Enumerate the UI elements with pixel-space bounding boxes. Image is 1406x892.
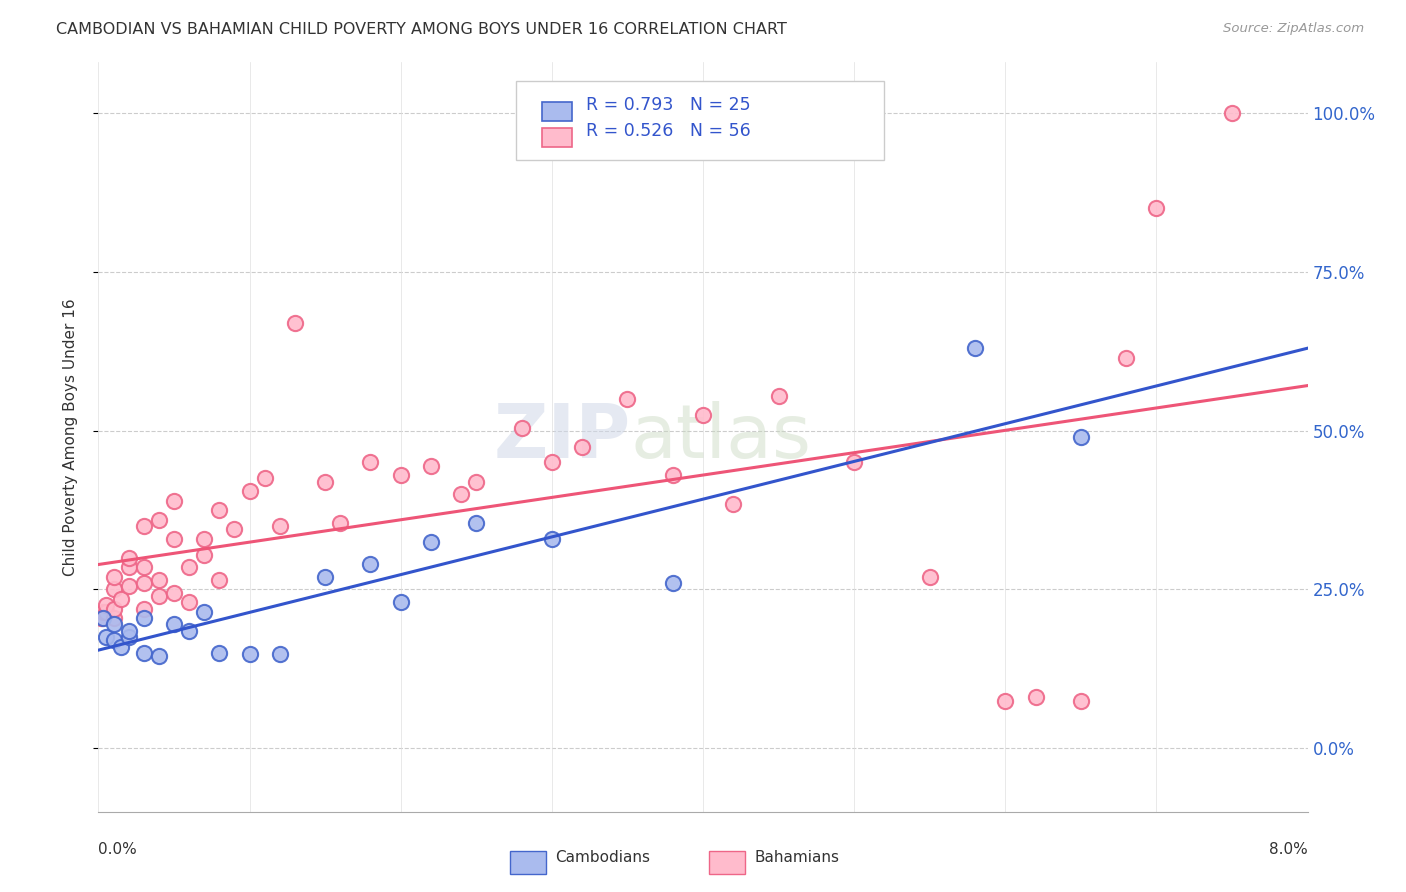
Point xyxy=(918,570,941,584)
Point xyxy=(510,420,533,434)
Point xyxy=(314,475,336,489)
Point xyxy=(389,468,412,483)
Bar xyxy=(709,852,745,874)
Point xyxy=(465,516,488,530)
Point xyxy=(360,455,382,469)
Point xyxy=(224,522,246,536)
Point xyxy=(110,592,132,607)
Point xyxy=(163,532,186,546)
Point xyxy=(1115,351,1137,365)
Point xyxy=(269,519,291,533)
Point xyxy=(118,560,141,574)
Point xyxy=(148,573,170,587)
Point xyxy=(844,455,866,469)
Text: atlas: atlas xyxy=(630,401,811,474)
Point xyxy=(661,576,683,591)
Point xyxy=(208,503,231,517)
Bar xyxy=(543,102,572,120)
Text: Bahamians: Bahamians xyxy=(755,850,839,865)
Point xyxy=(163,585,186,599)
Text: 0.0%: 0.0% xyxy=(98,842,138,857)
Point xyxy=(148,513,170,527)
Text: R = 0.526   N = 56: R = 0.526 N = 56 xyxy=(586,122,751,140)
Point xyxy=(329,516,352,530)
Point xyxy=(193,532,215,546)
Point xyxy=(103,601,125,615)
Point xyxy=(94,605,117,619)
Point xyxy=(389,595,412,609)
Point xyxy=(269,647,291,661)
Point xyxy=(1070,430,1092,444)
Point xyxy=(118,550,141,565)
Point xyxy=(103,617,125,632)
Point xyxy=(103,570,125,584)
Bar xyxy=(543,128,572,147)
Point xyxy=(132,560,155,574)
Bar xyxy=(509,852,546,874)
Point xyxy=(179,624,201,638)
Point xyxy=(132,646,155,660)
Point xyxy=(723,497,745,511)
Point xyxy=(110,640,132,654)
Point xyxy=(465,475,488,489)
Point xyxy=(239,647,262,661)
Point xyxy=(132,601,155,615)
Point xyxy=(1146,202,1168,216)
Point xyxy=(420,458,443,473)
Point xyxy=(616,392,638,406)
Point xyxy=(768,389,790,403)
Point xyxy=(360,557,382,571)
Point xyxy=(91,605,114,619)
Point xyxy=(163,617,186,632)
Point xyxy=(132,576,155,591)
Text: R = 0.793   N = 25: R = 0.793 N = 25 xyxy=(586,95,751,113)
Point xyxy=(103,633,125,648)
Point xyxy=(661,468,683,483)
Point xyxy=(1220,106,1243,120)
Text: CAMBODIAN VS BAHAMIAN CHILD POVERTY AMONG BOYS UNDER 16 CORRELATION CHART: CAMBODIAN VS BAHAMIAN CHILD POVERTY AMON… xyxy=(56,22,787,37)
Point xyxy=(420,534,443,549)
Y-axis label: Child Poverty Among Boys Under 16: Child Poverty Among Boys Under 16 xyxy=(63,298,77,576)
Text: Cambodians: Cambodians xyxy=(555,850,651,865)
Point xyxy=(118,630,141,644)
Point xyxy=(148,589,170,603)
Point xyxy=(994,693,1017,707)
FancyBboxPatch shape xyxy=(516,81,884,160)
Point xyxy=(208,573,231,587)
Point xyxy=(253,471,276,485)
Point xyxy=(692,408,714,422)
Point xyxy=(94,599,117,613)
Point xyxy=(163,493,186,508)
Text: Source: ZipAtlas.com: Source: ZipAtlas.com xyxy=(1223,22,1364,36)
Point xyxy=(450,487,472,501)
Point xyxy=(90,611,112,625)
Point xyxy=(148,649,170,664)
Point xyxy=(193,605,215,619)
Point xyxy=(193,548,215,562)
Point xyxy=(1070,693,1092,707)
Text: ZIP: ZIP xyxy=(494,401,630,474)
Point xyxy=(571,440,593,454)
Point xyxy=(91,611,114,625)
Point xyxy=(239,484,262,499)
Point xyxy=(540,532,562,546)
Point xyxy=(118,579,141,593)
Point xyxy=(208,646,231,660)
Point xyxy=(132,519,155,533)
Point xyxy=(132,611,155,625)
Point xyxy=(284,316,307,330)
Point xyxy=(103,582,125,597)
Point xyxy=(314,570,336,584)
Point xyxy=(965,341,987,355)
Point xyxy=(94,630,117,644)
Point xyxy=(118,624,141,638)
Point xyxy=(103,611,125,625)
Point xyxy=(179,595,201,609)
Point xyxy=(540,455,562,469)
Point xyxy=(179,560,201,574)
Point xyxy=(1025,690,1047,705)
Text: 8.0%: 8.0% xyxy=(1268,842,1308,857)
